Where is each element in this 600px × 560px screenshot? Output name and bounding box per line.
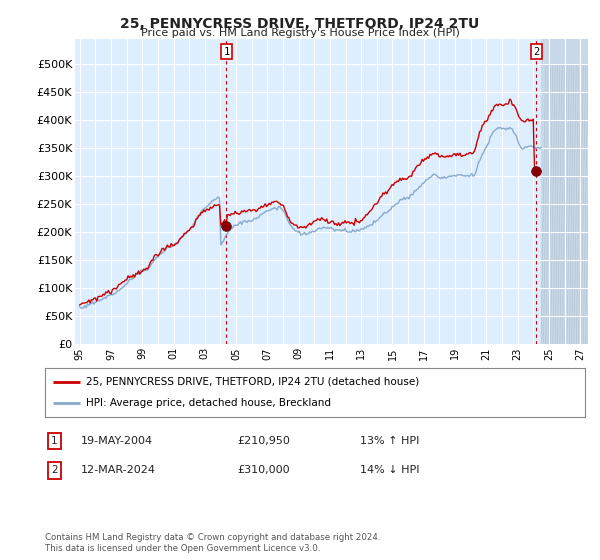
Text: £210,950: £210,950 bbox=[237, 436, 290, 446]
Bar bbox=[541, 39, 590, 344]
Text: 1: 1 bbox=[51, 436, 58, 446]
Text: 2: 2 bbox=[533, 47, 539, 57]
Text: Price paid vs. HM Land Registry's House Price Index (HPI): Price paid vs. HM Land Registry's House … bbox=[140, 28, 460, 38]
Text: 2: 2 bbox=[51, 465, 58, 475]
Text: 12-MAR-2024: 12-MAR-2024 bbox=[81, 465, 156, 475]
Text: 14% ↓ HPI: 14% ↓ HPI bbox=[360, 465, 419, 475]
Text: 25, PENNYCRESS DRIVE, THETFORD, IP24 2TU (detached house): 25, PENNYCRESS DRIVE, THETFORD, IP24 2TU… bbox=[86, 377, 419, 387]
Text: HPI: Average price, detached house, Breckland: HPI: Average price, detached house, Brec… bbox=[86, 398, 331, 408]
Text: 13% ↑ HPI: 13% ↑ HPI bbox=[360, 436, 419, 446]
Text: 25, PENNYCRESS DRIVE, THETFORD, IP24 2TU: 25, PENNYCRESS DRIVE, THETFORD, IP24 2TU bbox=[121, 17, 479, 31]
Text: 19-MAY-2004: 19-MAY-2004 bbox=[81, 436, 153, 446]
Text: Contains HM Land Registry data © Crown copyright and database right 2024.
This d: Contains HM Land Registry data © Crown c… bbox=[45, 533, 380, 553]
Text: 1: 1 bbox=[223, 47, 230, 57]
Text: £310,000: £310,000 bbox=[237, 465, 290, 475]
